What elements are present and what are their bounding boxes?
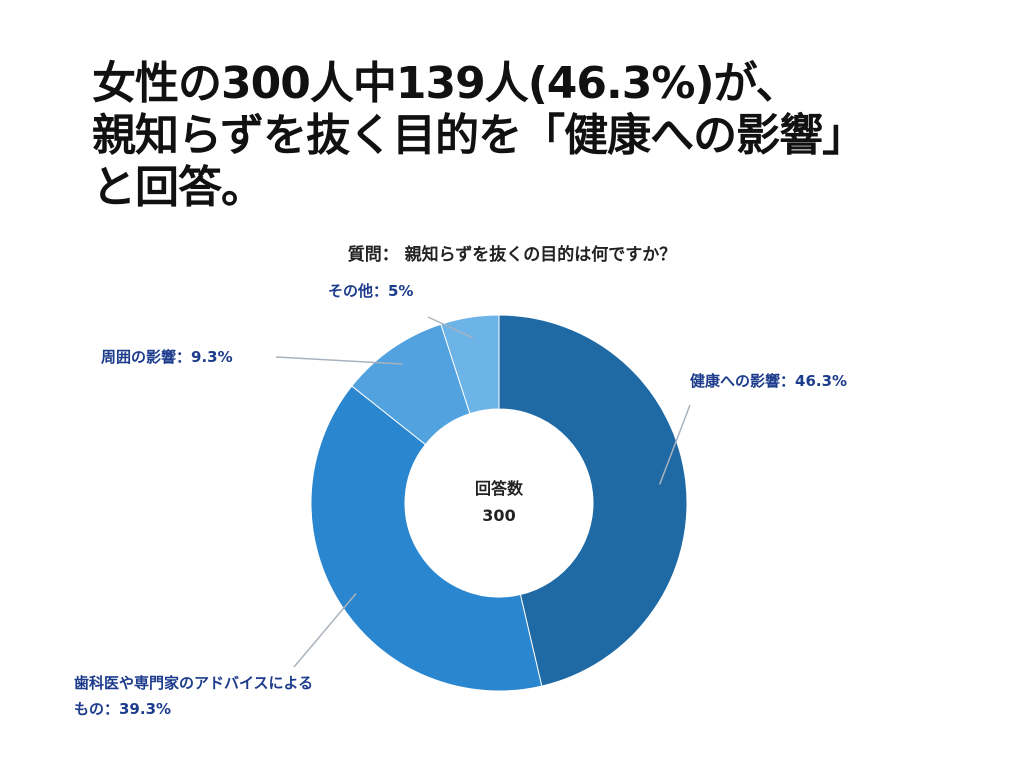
leader-line-2 xyxy=(293,593,357,668)
slice-label-1: 健康への影響：46.3% xyxy=(690,372,847,390)
slice-label-4: その他：5% xyxy=(328,282,413,300)
leader-line-1 xyxy=(658,404,691,485)
slice-labels: 健康への影響：46.3% 歯科医や専門家のアドバイスによるもの：39.3% 周囲の影… xyxy=(74,282,847,718)
center-label: 回答数 xyxy=(475,479,524,498)
headline-line-1: 女性の300人中139人(46.3%)が、 xyxy=(92,58,800,109)
leader-lines xyxy=(275,316,691,668)
headline-line-2: 親知らずを抜く目的を「健康への影響」 xyxy=(92,110,866,161)
slice-label-2: 歯科医や専門家のアドバイスによるもの：39.3% xyxy=(74,674,313,718)
leader-line-3 xyxy=(275,356,403,365)
donut-slices xyxy=(310,314,688,692)
donut-slice-2 xyxy=(310,385,543,692)
headline-line-3: と回答。 xyxy=(92,162,265,213)
leader-line-4 xyxy=(427,316,474,339)
chart-question: 質問： 親知らずを抜くの目的は何ですか？ xyxy=(347,245,677,265)
donut-slice-4 xyxy=(440,314,500,415)
center-value: 300 xyxy=(482,506,515,525)
headline: 女性の300人中139人(46.3%)が、 親知らずを抜く目的を「健康への影響」… xyxy=(92,58,992,214)
slice-label-3: 周囲の影響：9.3% xyxy=(101,348,233,366)
donut-slice-1 xyxy=(498,314,688,687)
